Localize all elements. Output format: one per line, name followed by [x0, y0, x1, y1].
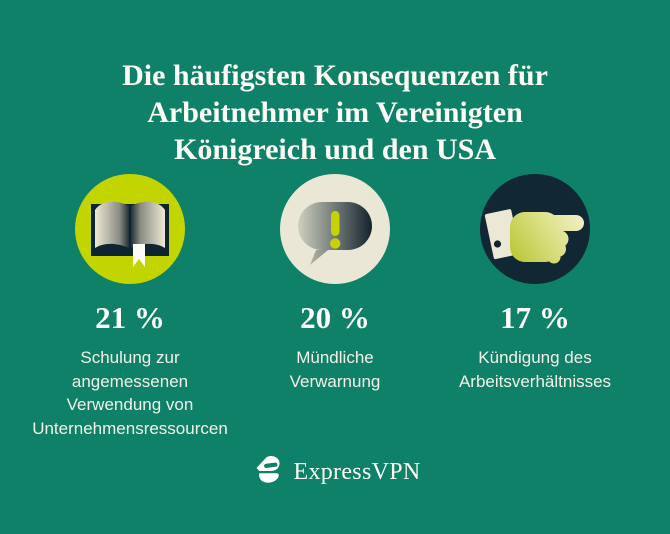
stat-label: Kündigung des Arbeitsverhältnisses [458, 348, 612, 391]
expressvpn-logo-icon [250, 454, 284, 491]
stat-column-training: 21 % Schulung zur angemessenen Verwendun… [10, 174, 250, 440]
stat-label: Mündliche Verwarnung [289, 348, 381, 391]
expressvpn-wordmark: ExpressVPN [293, 459, 421, 485]
expressvpn-logo: ExpressVPN [0, 454, 670, 491]
pointing-hand-icon [480, 174, 590, 284]
stat-label: Schulung zur angemessenen Verwendung von… [32, 348, 228, 438]
page-title: Die häufigsten Konsequenzen für Arbeitne… [122, 59, 548, 166]
open-book-icon [75, 174, 185, 284]
stats-row: 21 % Schulung zur angemessenen Verwendun… [0, 174, 670, 440]
stat-percent: 21 % [95, 300, 165, 335]
stat-percent: 20 % [300, 300, 370, 335]
stat-column-termination: 17 % Kündigung des Arbeitsverhältnisses [420, 174, 650, 440]
stat-percent: 17 % [500, 300, 570, 335]
stat-column-verbal-warning: 20 % Mündliche Verwarnung [250, 174, 420, 440]
speech-bubble-exclamation-icon [280, 174, 390, 284]
